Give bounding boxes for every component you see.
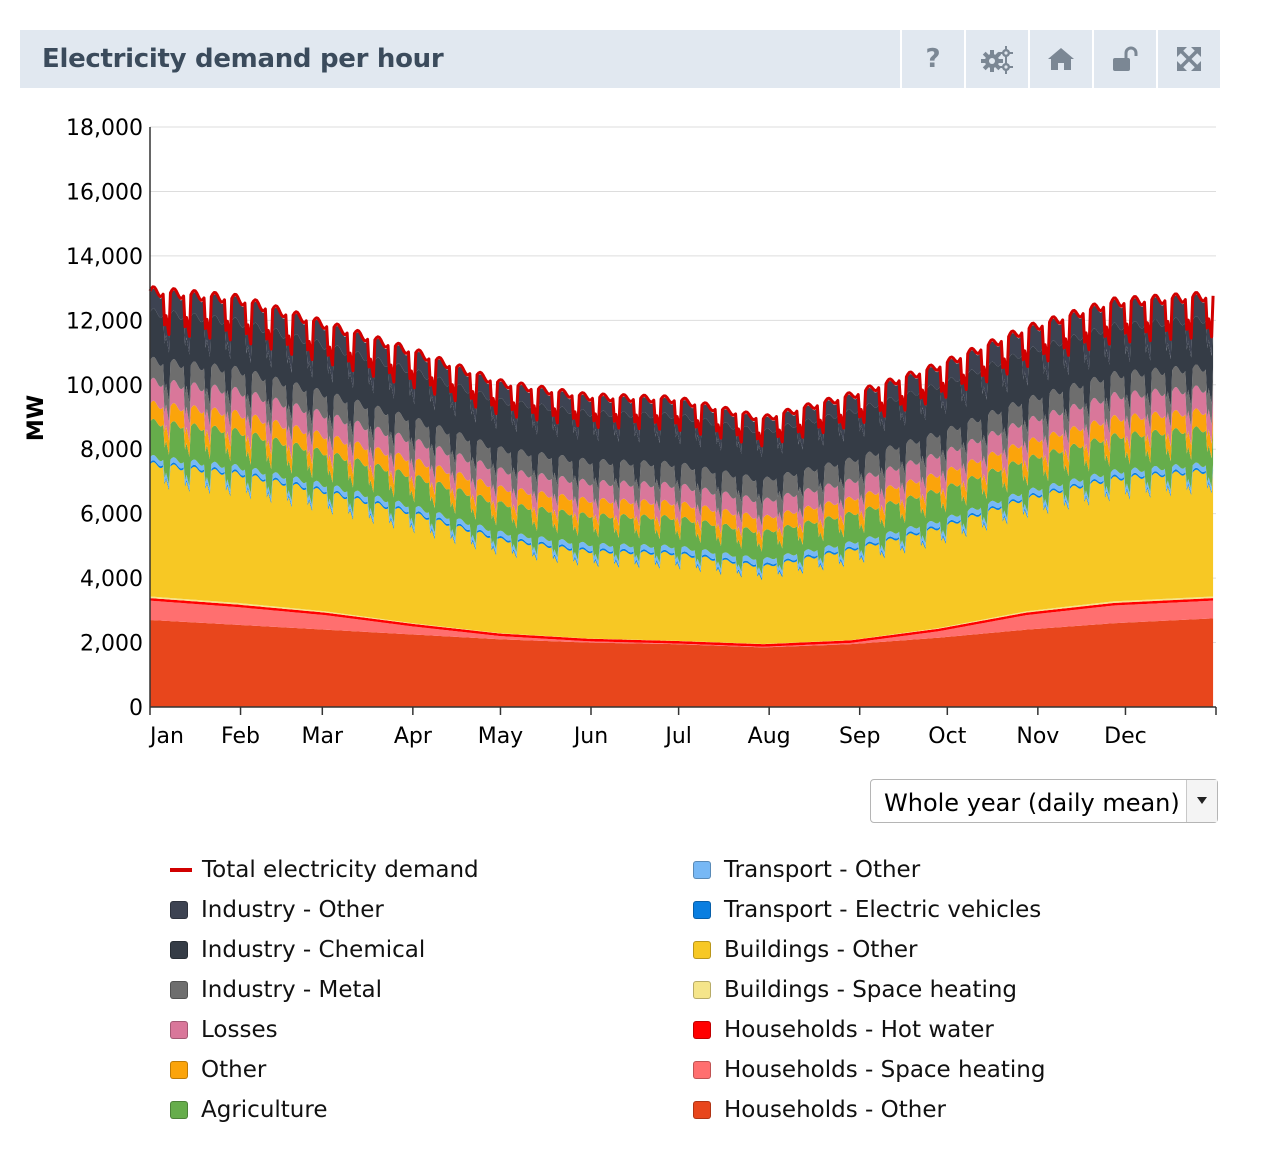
legend-swatch	[170, 941, 188, 959]
area-households-space-heating[interactable]	[150, 600, 1214, 648]
legend-left-column: Total electricity demand Industry - Other…	[170, 850, 479, 1130]
x-tick-label: Mar	[302, 724, 344, 749]
legend-swatch	[693, 981, 711, 999]
legend-label: Buildings - Other	[724, 937, 918, 963]
legend-swatch	[693, 941, 711, 959]
period-select[interactable]: Whole year (daily mean)	[870, 779, 1218, 823]
legend-swatch	[170, 1101, 188, 1119]
area-industry-chemical[interactable]	[150, 308, 1214, 506]
x-tick-label: Jun	[572, 724, 608, 749]
area-other[interactable]	[150, 400, 1214, 552]
legend-swatch	[170, 981, 188, 999]
legend-item-total-electricity-demand[interactable]: Total electricity demand	[170, 850, 479, 890]
legend-label: Industry - Metal	[201, 977, 383, 1003]
demand-chart: 0 2,000 4,000 6,000 8,000 10,000 12,000 14,000 1…	[24, 116, 1217, 749]
y-tick-label: 10,000	[66, 374, 143, 399]
lock-button[interactable]	[1092, 30, 1156, 88]
expand-icon	[1177, 47, 1201, 71]
legend-item-industry-other[interactable]: Industry - Other	[170, 890, 479, 930]
legend-item-households-space-heating[interactable]: Households - Space heating	[693, 1050, 1045, 1090]
area-agriculture[interactable]	[150, 418, 1214, 575]
caret-down-icon	[1197, 797, 1207, 804]
y-tick-label: 16,000	[66, 180, 143, 205]
x-tick-label: Apr	[394, 724, 433, 749]
question-icon: ?	[925, 44, 941, 74]
x-tick-label: Jan	[148, 724, 184, 749]
x-tick-label: Sep	[839, 724, 880, 749]
legend-swatch	[693, 1021, 711, 1039]
legend-label: Losses	[201, 1017, 278, 1043]
legend-item-households-hot-water[interactable]: Households - Hot water	[693, 1010, 1045, 1050]
legend-label: Buildings - Space heating	[724, 977, 1018, 1003]
legend-label: Households - Hot water	[724, 1017, 994, 1043]
legend-item-other[interactable]: Other	[170, 1050, 479, 1090]
y-tick-label: 4,000	[80, 567, 143, 592]
total-demand-series[interactable]	[148, 285, 1215, 448]
area-losses[interactable]	[150, 377, 1214, 541]
y-tick-labels: 0 2,000 4,000 6,000 8,000 10,000 12,000 14,000 1…	[66, 116, 143, 721]
legend-label: Transport - Other	[724, 857, 921, 883]
settings-button[interactable]	[964, 30, 1028, 88]
area-households-other[interactable]	[150, 618, 1214, 707]
y-tick-label: 2,000	[80, 632, 143, 657]
legend-label: Total electricity demand	[202, 857, 479, 883]
legend-swatch	[170, 1061, 188, 1079]
legend-label: Agriculture	[201, 1097, 328, 1123]
x-tick-label: Aug	[748, 724, 791, 749]
legend-item-buildings-space-heating[interactable]: Buildings - Space heating	[693, 970, 1045, 1010]
legend-item-industry-metal[interactable]: Industry - Metal	[170, 970, 479, 1010]
legend-swatch	[693, 1061, 711, 1079]
legend-label: Other	[201, 1057, 267, 1083]
help-button[interactable]: ?	[900, 30, 964, 88]
legend-swatch	[170, 868, 192, 872]
legend-swatch	[170, 901, 188, 919]
home-icon	[1048, 48, 1074, 70]
x-tick-label: Jul	[663, 724, 692, 749]
legend-label: Transport - Electric vehicles	[724, 897, 1042, 923]
x-tick-label: Nov	[1016, 724, 1059, 749]
chart-header: Electricity demand per hour ?	[20, 30, 1220, 88]
legend-label: Industry - Chemical	[201, 937, 426, 963]
x-tick-label: Dec	[1104, 724, 1147, 749]
period-select-value: Whole year (daily mean)	[884, 789, 1180, 817]
y-axis-label: MW	[24, 395, 49, 441]
x-tick-label: Feb	[221, 724, 260, 749]
y-tick-label: 18,000	[66, 116, 143, 141]
toolbar: ?	[900, 30, 1220, 88]
gears-icon	[981, 46, 1013, 74]
y-tick-label: 14,000	[66, 245, 143, 270]
expand-button[interactable]	[1156, 30, 1220, 88]
legend-item-transport-other[interactable]: Transport - Other	[693, 850, 1045, 890]
legend-item-households-other[interactable]: Households - Other	[693, 1090, 1045, 1130]
legend-item-transport-electric-vehicles[interactable]: Transport - Electric vehicles	[693, 890, 1045, 930]
legend-swatch	[693, 1101, 711, 1119]
x-tick-label: Oct	[928, 724, 966, 749]
y-tick-label: 6,000	[80, 503, 143, 528]
area-industry-other[interactable]	[150, 288, 1214, 458]
unlock-icon	[1113, 46, 1138, 71]
home-button[interactable]	[1028, 30, 1092, 88]
area-buildings-other[interactable]	[150, 462, 1214, 645]
legend-right-column: Transport - Other Transport - Electric ve…	[693, 850, 1045, 1130]
x-tick-labels: Jan Feb Mar Apr May Jun Jul Aug Sep Oct Nov Dec	[148, 707, 1217, 749]
legend-item-agriculture[interactable]: Agriculture	[170, 1090, 479, 1130]
total-demand-line	[148, 285, 1215, 448]
legend-item-industry-chemical[interactable]: Industry - Chemical	[170, 930, 479, 970]
legend-label: Households - Space heating	[724, 1057, 1046, 1083]
legend-item-losses[interactable]: Losses	[170, 1010, 479, 1050]
legend-swatch	[170, 1021, 188, 1039]
legend-swatch	[693, 901, 711, 919]
y-tick-label: 12,000	[66, 309, 143, 334]
stacked-areas	[150, 288, 1214, 707]
legend-label: Households - Other	[724, 1097, 946, 1123]
area-industry-metal[interactable]	[150, 356, 1214, 527]
y-tick-label: 8,000	[80, 438, 143, 463]
legend-swatch	[693, 861, 711, 879]
legend-label: Industry - Other	[201, 897, 384, 923]
y-tick-label: 0	[129, 696, 143, 721]
dropdown-button[interactable]	[1186, 780, 1217, 822]
x-tick-label: May	[478, 724, 523, 749]
chart-title: Electricity demand per hour	[42, 44, 444, 74]
legend-item-buildings-other[interactable]: Buildings - Other	[693, 930, 1045, 970]
